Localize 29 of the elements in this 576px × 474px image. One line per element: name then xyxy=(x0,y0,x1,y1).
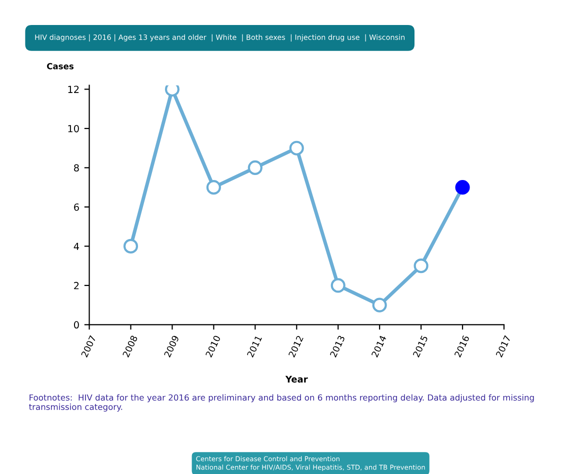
y-axis-title: Cases xyxy=(47,63,74,70)
x-tick-label: 2013 xyxy=(330,335,346,358)
y-tick-label: 0 xyxy=(74,321,79,329)
text: Footnotes: HIV data for the year 2016 are preliminary and based on 6 months reporting delay. Data adjusted for missing transmission category. xyxy=(29,394,534,412)
x-axis-title: Year xyxy=(285,376,308,383)
point xyxy=(206,180,221,195)
point xyxy=(248,160,262,176)
point xyxy=(123,238,138,254)
x-tick-label: 2011 xyxy=(246,335,262,358)
x-tick-label: 2017 xyxy=(496,335,511,358)
x-tick-label: 2014 xyxy=(371,334,387,358)
point xyxy=(330,278,346,293)
y-tick-label: 4 xyxy=(74,242,80,250)
y-tick-label: 2 xyxy=(74,282,79,290)
y-tick-label: 8 xyxy=(74,164,79,172)
point xyxy=(414,258,428,274)
x-tick-label: 2012 xyxy=(288,335,304,358)
x-tick-label: 2010 xyxy=(205,335,221,358)
x-tick-label: 2008 xyxy=(122,335,138,358)
y-tick-label: 10 xyxy=(68,124,79,132)
x-tick-label: 2016 xyxy=(454,334,470,358)
point xyxy=(372,298,387,312)
point xyxy=(289,140,304,156)
x-tick-label: 2015 xyxy=(412,335,428,358)
y-tick-label: 12 xyxy=(68,86,79,93)
y-tick-label: 6 xyxy=(74,203,79,211)
x-tick-label: 2007 xyxy=(80,335,96,358)
x-tick-label: 2009 xyxy=(164,335,180,358)
point xyxy=(455,180,470,195)
